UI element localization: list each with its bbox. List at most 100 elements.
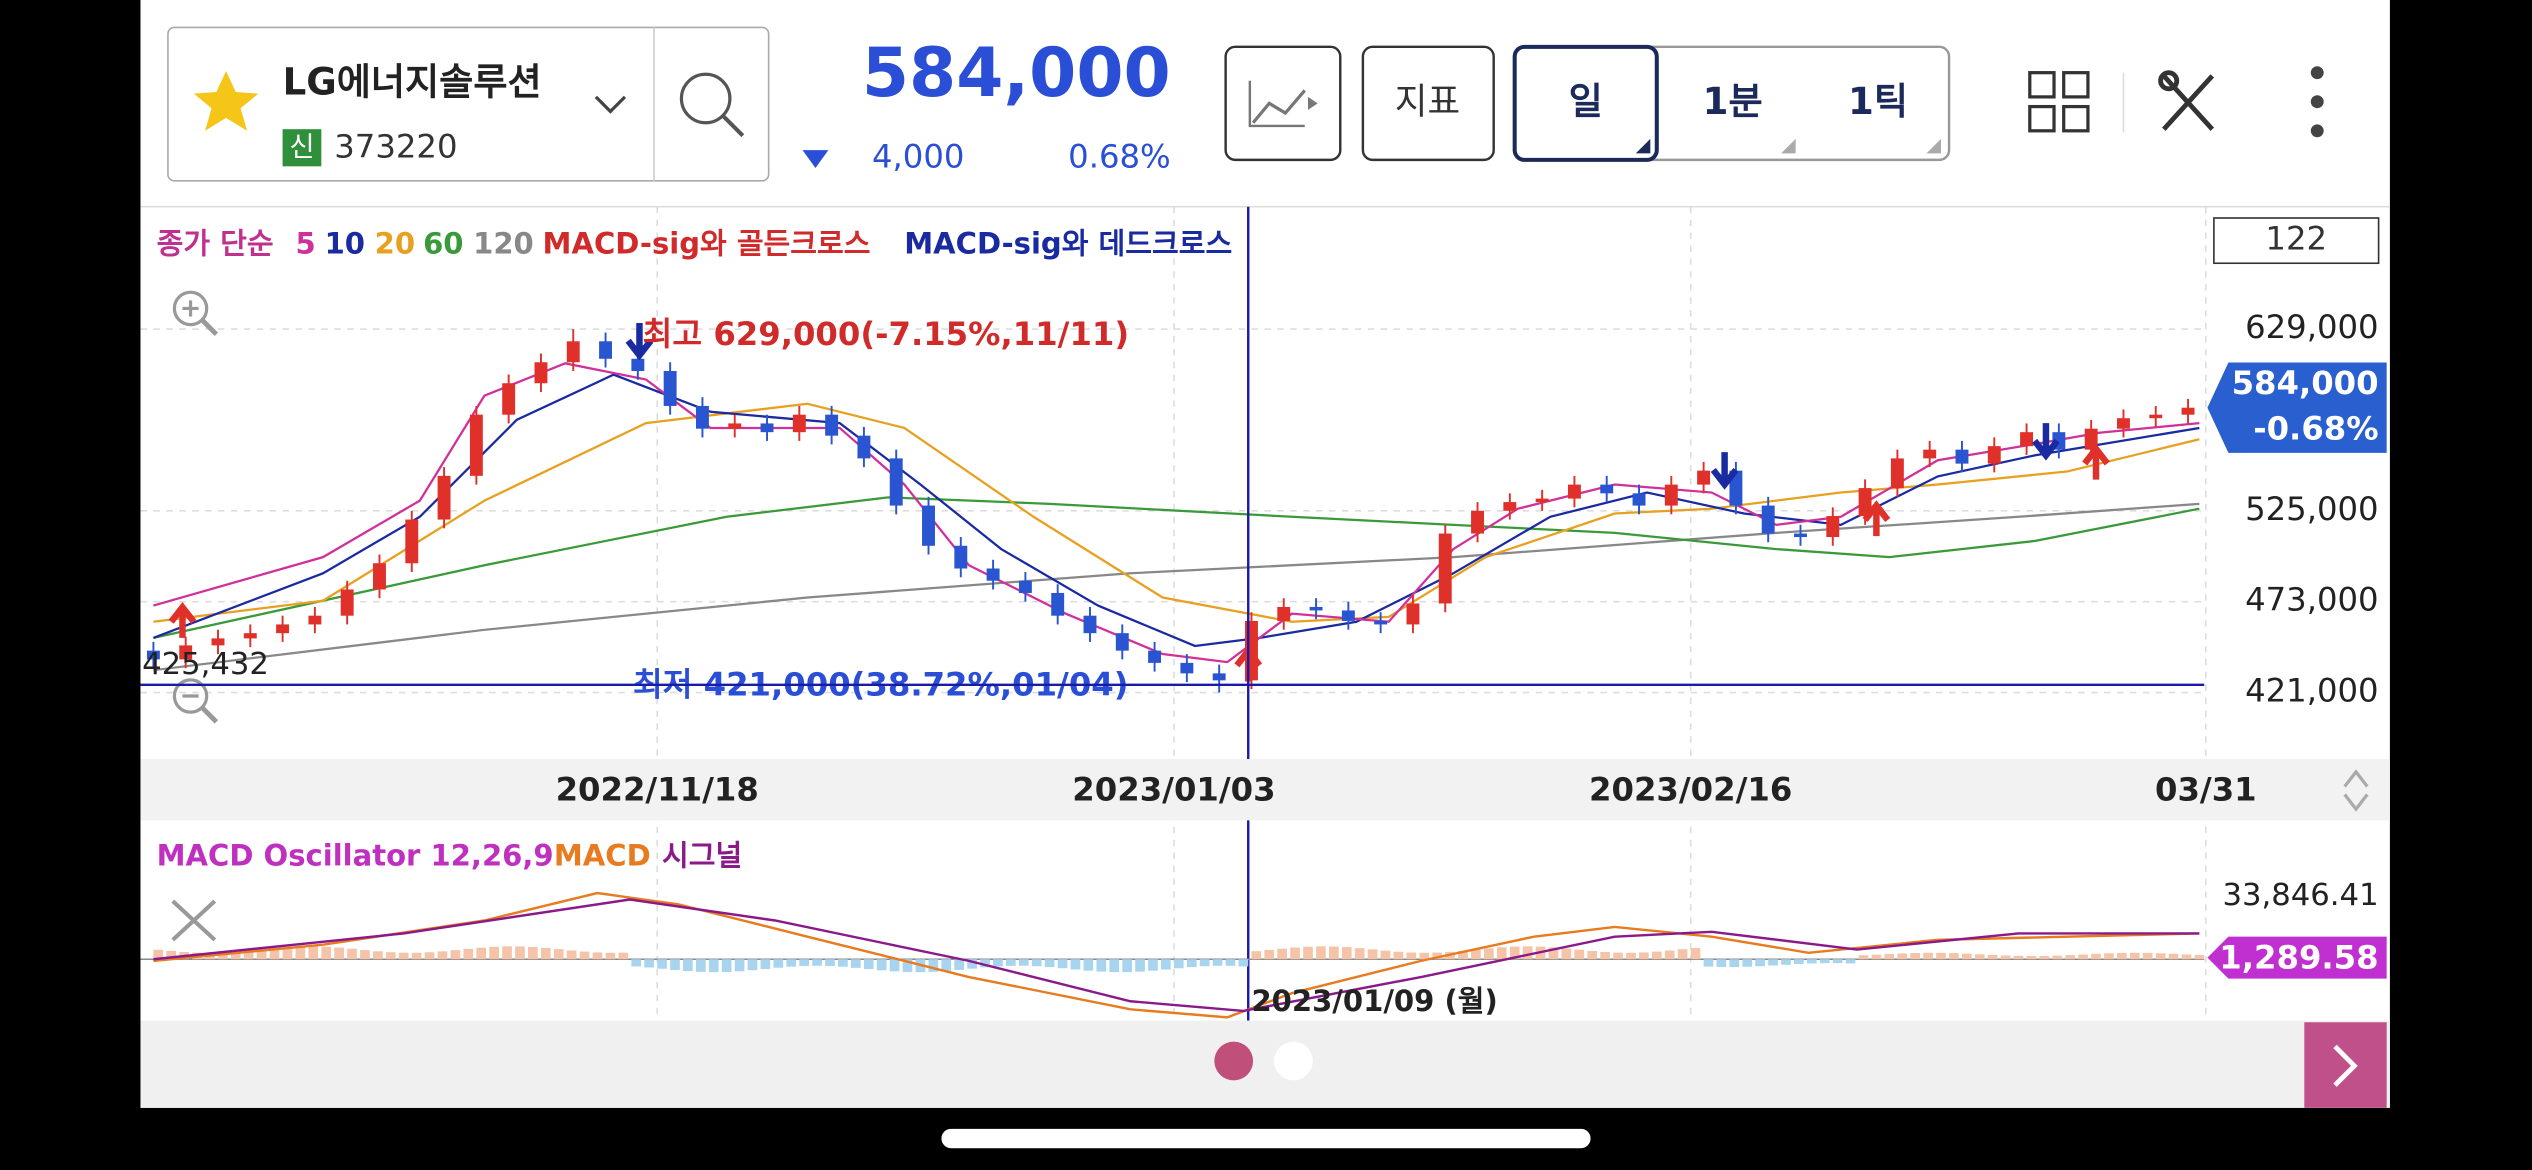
histogram-bar [243, 950, 254, 960]
histogram-bar [2194, 955, 2205, 960]
histogram-bar [2091, 953, 2101, 960]
histogram-bar [773, 959, 784, 968]
histogram-bar [398, 952, 409, 960]
histogram-bar [1341, 947, 1352, 960]
candle-body [1115, 633, 1129, 651]
histogram-bar [876, 959, 887, 971]
count-box[interactable] [2213, 217, 2380, 265]
histogram-bar [1613, 952, 1623, 960]
candle-body [954, 545, 968, 569]
histogram-bar [360, 950, 370, 960]
candle-body [1729, 470, 1743, 506]
candle-body [1180, 662, 1194, 674]
candle-body [1309, 606, 1323, 611]
histogram-bar [2155, 953, 2166, 960]
signal-legend: 시그널 [662, 839, 742, 873]
candle-body [631, 358, 645, 371]
candle-body [146, 650, 160, 660]
histogram-bar [1716, 959, 1727, 967]
histogram-bar [1251, 951, 1262, 960]
more-icon[interactable] [2310, 66, 2324, 138]
histogram-bar [1923, 952, 1933, 960]
candle-body [1890, 458, 1904, 489]
current-change: -0.68% [2253, 409, 2378, 447]
histogram-bar [1225, 959, 1236, 966]
histogram-bar [902, 959, 913, 973]
search-box[interactable] [167, 26, 770, 182]
histogram-bar [489, 946, 499, 960]
histogram-bar [528, 946, 538, 960]
histogram-bar [2168, 953, 2179, 960]
histogram-bar [1664, 950, 1675, 960]
candle-body [663, 370, 677, 406]
histogram-bar [1781, 959, 1791, 965]
zoom-in[interactable] [172, 290, 219, 336]
candle-body [2116, 418, 2130, 429]
next-chevron [2333, 1044, 2358, 1087]
candle-body [1471, 510, 1484, 534]
candle-body [373, 563, 386, 590]
histogram-bar [1006, 959, 1016, 966]
histogram-bar [282, 947, 293, 960]
histogram-bar [1742, 959, 1753, 967]
histogram-bar [308, 946, 319, 960]
histogram-bar [812, 959, 822, 966]
count: 122 [2265, 220, 2327, 258]
close-indicator[interactable] [171, 899, 217, 942]
candle-body [534, 362, 548, 384]
search-icon[interactable] [679, 72, 732, 125]
histogram-bar [1819, 959, 1830, 964]
layout-icon[interactable] [2028, 71, 2090, 133]
page-dot[interactable] [1274, 1041, 1313, 1081]
histogram-bar [1561, 948, 1572, 960]
current-price: 584,000 [2232, 364, 2379, 402]
candle-body [1923, 449, 1937, 459]
histogram-bar [1910, 953, 1920, 960]
next-button[interactable] [2304, 1022, 2387, 1108]
histogram-bar [1574, 949, 1585, 960]
candle-body [1826, 516, 1840, 538]
page-dot-active[interactable] [1214, 1041, 1254, 1081]
footer [140, 1020, 2390, 1108]
histogram-bar [889, 959, 900, 972]
candle-body [179, 645, 193, 660]
minute-button[interactable]: 1분 [1703, 80, 1763, 123]
favorite-star[interactable] [193, 71, 259, 131]
zoom-out[interactable] [172, 678, 219, 724]
legend-dead: MACD-sig와 데드크로스 [904, 226, 1232, 260]
scroll-arrows[interactable] [2343, 769, 2369, 812]
histogram-bar [424, 952, 435, 960]
histogram-bar [2181, 954, 2192, 960]
histogram-bar [1238, 959, 1249, 967]
candle-body [857, 435, 871, 459]
stock-name: LG에너지솔루션 [283, 60, 542, 103]
histogram-bar [553, 949, 564, 960]
histogram-bar [2104, 953, 2114, 960]
candle-body [599, 341, 613, 359]
histogram-bar [1949, 953, 1959, 960]
legend-prefix: 종가 단순 [157, 226, 274, 260]
histogram-bar [799, 959, 810, 966]
histogram-bar [373, 951, 383, 960]
cursor-date: 2023/01/09 (월) [1251, 984, 1497, 1018]
tick-button[interactable]: 1틱 [1848, 80, 1908, 123]
legend-ma: 5 [296, 226, 316, 260]
candle-body [792, 414, 806, 433]
histogram-bar [1122, 959, 1132, 973]
candle-body [2181, 407, 2195, 415]
histogram-bar [721, 959, 732, 972]
candle-body [469, 414, 483, 476]
histogram-bar [502, 946, 512, 960]
macd-title: MACD Oscillator 12,26,9 [157, 839, 554, 873]
indicator-button[interactable] [1361, 45, 1495, 162]
day-button[interactable] [1512, 44, 1659, 162]
histogram-bar [954, 959, 965, 970]
change-rate: 0.68% [1068, 137, 1171, 175]
histogram-bar [476, 947, 487, 960]
candle-body [1600, 484, 1614, 494]
dropdown[interactable] [594, 95, 627, 114]
chart-type-button[interactable] [1224, 45, 1342, 162]
histogram-bar [1509, 946, 1520, 960]
tools-icon[interactable] [2158, 70, 2215, 131]
histogram-bar [217, 952, 228, 960]
